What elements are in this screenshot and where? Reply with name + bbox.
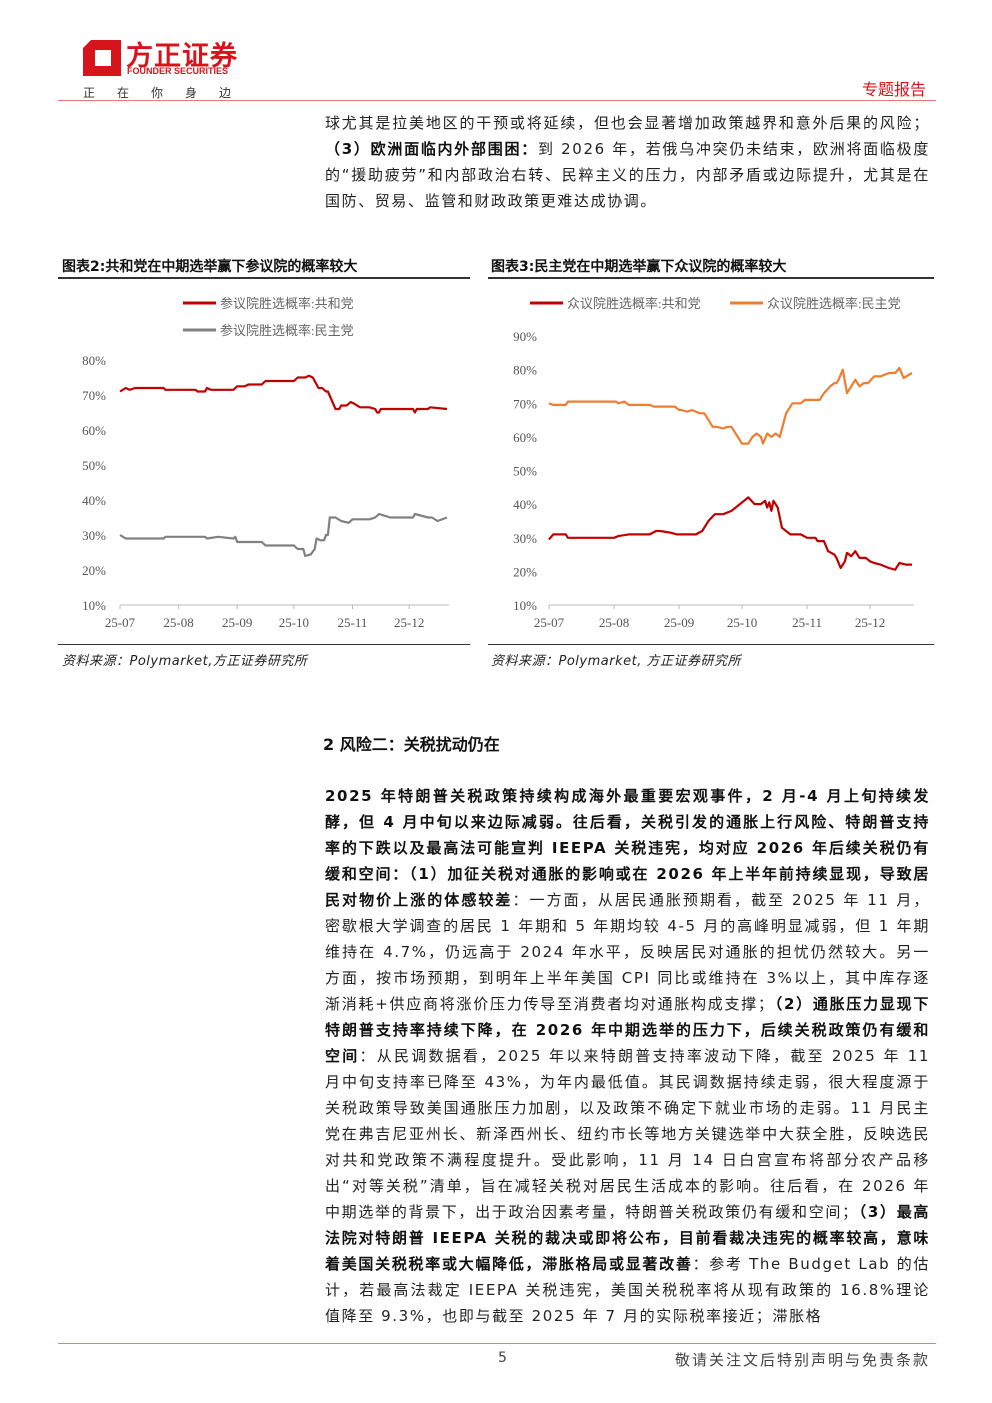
house-chart: 10% 20% 30% 40% 50% 60% 70% 80% 90% 25-07 25-08 25-… (513, 296, 914, 630)
main-paragraph: 2025 年特朗普关税政策持续构成海外最重要宏观事件，2 月-4 月上旬持续发酵… (325, 783, 930, 1329)
legend-label: 参议院胜选概率:民主党 (220, 323, 354, 338)
y-tick-label: 20% (82, 563, 106, 578)
bold-text-segment: 2025 年特朗普关税政策持续构成海外最重要宏观事件，2 月-4 月上旬持续发酵… (325, 787, 930, 909)
footer-divider (58, 1343, 936, 1344)
x-tick-label: 25-07 (534, 615, 565, 630)
x-tick-label: 25-11 (338, 615, 368, 630)
y-tick-label: 80% (513, 363, 537, 378)
x-tick-label: 25-08 (163, 615, 193, 630)
text-segment: 球尤其是拉美地区的干预或将延续，但也会显著增加政策越界和意外后果的风险； (325, 114, 930, 132)
x-tick-label: 25-09 (664, 615, 694, 630)
y-tick-label: 10% (82, 598, 106, 613)
y-tick-label: 40% (82, 493, 106, 508)
y-tick-label: 70% (82, 388, 106, 403)
logo-english: FOUNDER SECURITIES (127, 66, 229, 76)
series-line-1 (548, 366, 913, 445)
figure-3-title: 图表3:民主党在中期选举赢下众议院的概率较大 (491, 259, 787, 275)
x-tick-label: 25-12 (394, 615, 424, 630)
y-tick-label: 30% (82, 528, 106, 543)
y-tick-label: 60% (513, 430, 537, 445)
y-tick-label: 60% (82, 423, 106, 438)
header-divider (58, 100, 936, 101)
bold-text-segment: （3）最高法院对特朗普 IEEPA 关税的裁决或即将公布，目前看裁决违宪的概率较… (325, 1203, 931, 1273)
series-line-0 (119, 374, 448, 414)
text-segment: ：一方面，从居民通胀预期看，截至 2025 年 11 月，密歇根大学调查的居民 … (325, 891, 930, 1013)
figure-2-title: 图表2:共和党在中期选举赢下参议院的概率较大 (62, 259, 358, 275)
bold-text-segment: （3）欧洲面临内外部围困： (325, 140, 538, 158)
section-heading: 2 风险二：关税扰动仍在 (323, 735, 500, 754)
y-tick-label: 70% (513, 396, 537, 411)
text-segment: ：参考 The Budget Lab 的估计，若最高法裁定 IEEPA 关税违宪… (325, 1255, 931, 1325)
series-line-0 (548, 496, 912, 571)
x-tick-label: 25-10 (279, 615, 309, 630)
founder-logo-icon (83, 40, 121, 76)
senate-chart: 10% 20% 30% 40% 50% 60% 70% 80% 25-07 25-08 25-09 2… (82, 296, 449, 630)
y-tick-label: 40% (513, 497, 537, 512)
x-tick-label: 25-08 (599, 615, 629, 630)
slogan: 正在你身边 (83, 86, 254, 100)
series-line-1 (119, 512, 448, 558)
text-segment: 到 2026 年，若俄乌冲突仍未结束，欧洲将面临极度的“援助疲劳”和内部政治右转… (325, 140, 930, 210)
figure-3-rule (488, 277, 934, 279)
figure-3-source: 资料来源：Polymarket, 方正证券研究所 (491, 654, 741, 669)
y-tick-label: 80% (82, 353, 106, 368)
figure-2-rule (58, 277, 470, 279)
x-tick-label: 25-11 (792, 615, 822, 630)
y-tick-label: 30% (513, 531, 537, 546)
disclaimer-link[interactable]: 敬请关注文后特别声明与免责条款 (674, 1351, 930, 1369)
figure-2-source: 资料来源：Polymarket,方正证券研究所 (62, 654, 308, 669)
legend-label: 参议院胜选概率:共和党 (220, 296, 354, 311)
x-tick-label: 25-09 (222, 615, 252, 630)
logo-text: 方正证券 (126, 41, 238, 72)
legend-label: 众议院胜选概率:共和党 (567, 296, 701, 311)
y-tick-label: 50% (513, 464, 537, 479)
text-segment: ：从民调数据看，2025 年以来特朗普支持率波动下降，截至 2025 年 11 … (325, 1047, 930, 1221)
figure-3-bottom-rule (488, 644, 934, 645)
bold-text-segment: （2）通胀压力显现下特朗普支持率持续下降，在 2026 年中期选举的压力下，后续… (325, 995, 930, 1065)
legend-label: 众议院胜选概率:民主党 (767, 296, 901, 311)
intro-paragraph: 球尤其是拉美地区的干预或将延续，但也会显著增加政策越界和意外后果的风险； （3）欧… (325, 110, 930, 214)
figure-2-bottom-rule (58, 644, 470, 645)
y-tick-label: 50% (82, 458, 106, 473)
x-tick-label: 25-12 (855, 615, 885, 630)
y-tick-label: 90% (513, 329, 537, 344)
report-type: 专题报告 (861, 80, 926, 99)
y-tick-label: 10% (513, 598, 537, 613)
page-number: 5 (498, 1350, 507, 1366)
x-tick-label: 25-10 (727, 615, 757, 630)
y-tick-label: 20% (513, 564, 537, 579)
x-tick-label: 25-07 (105, 615, 136, 630)
